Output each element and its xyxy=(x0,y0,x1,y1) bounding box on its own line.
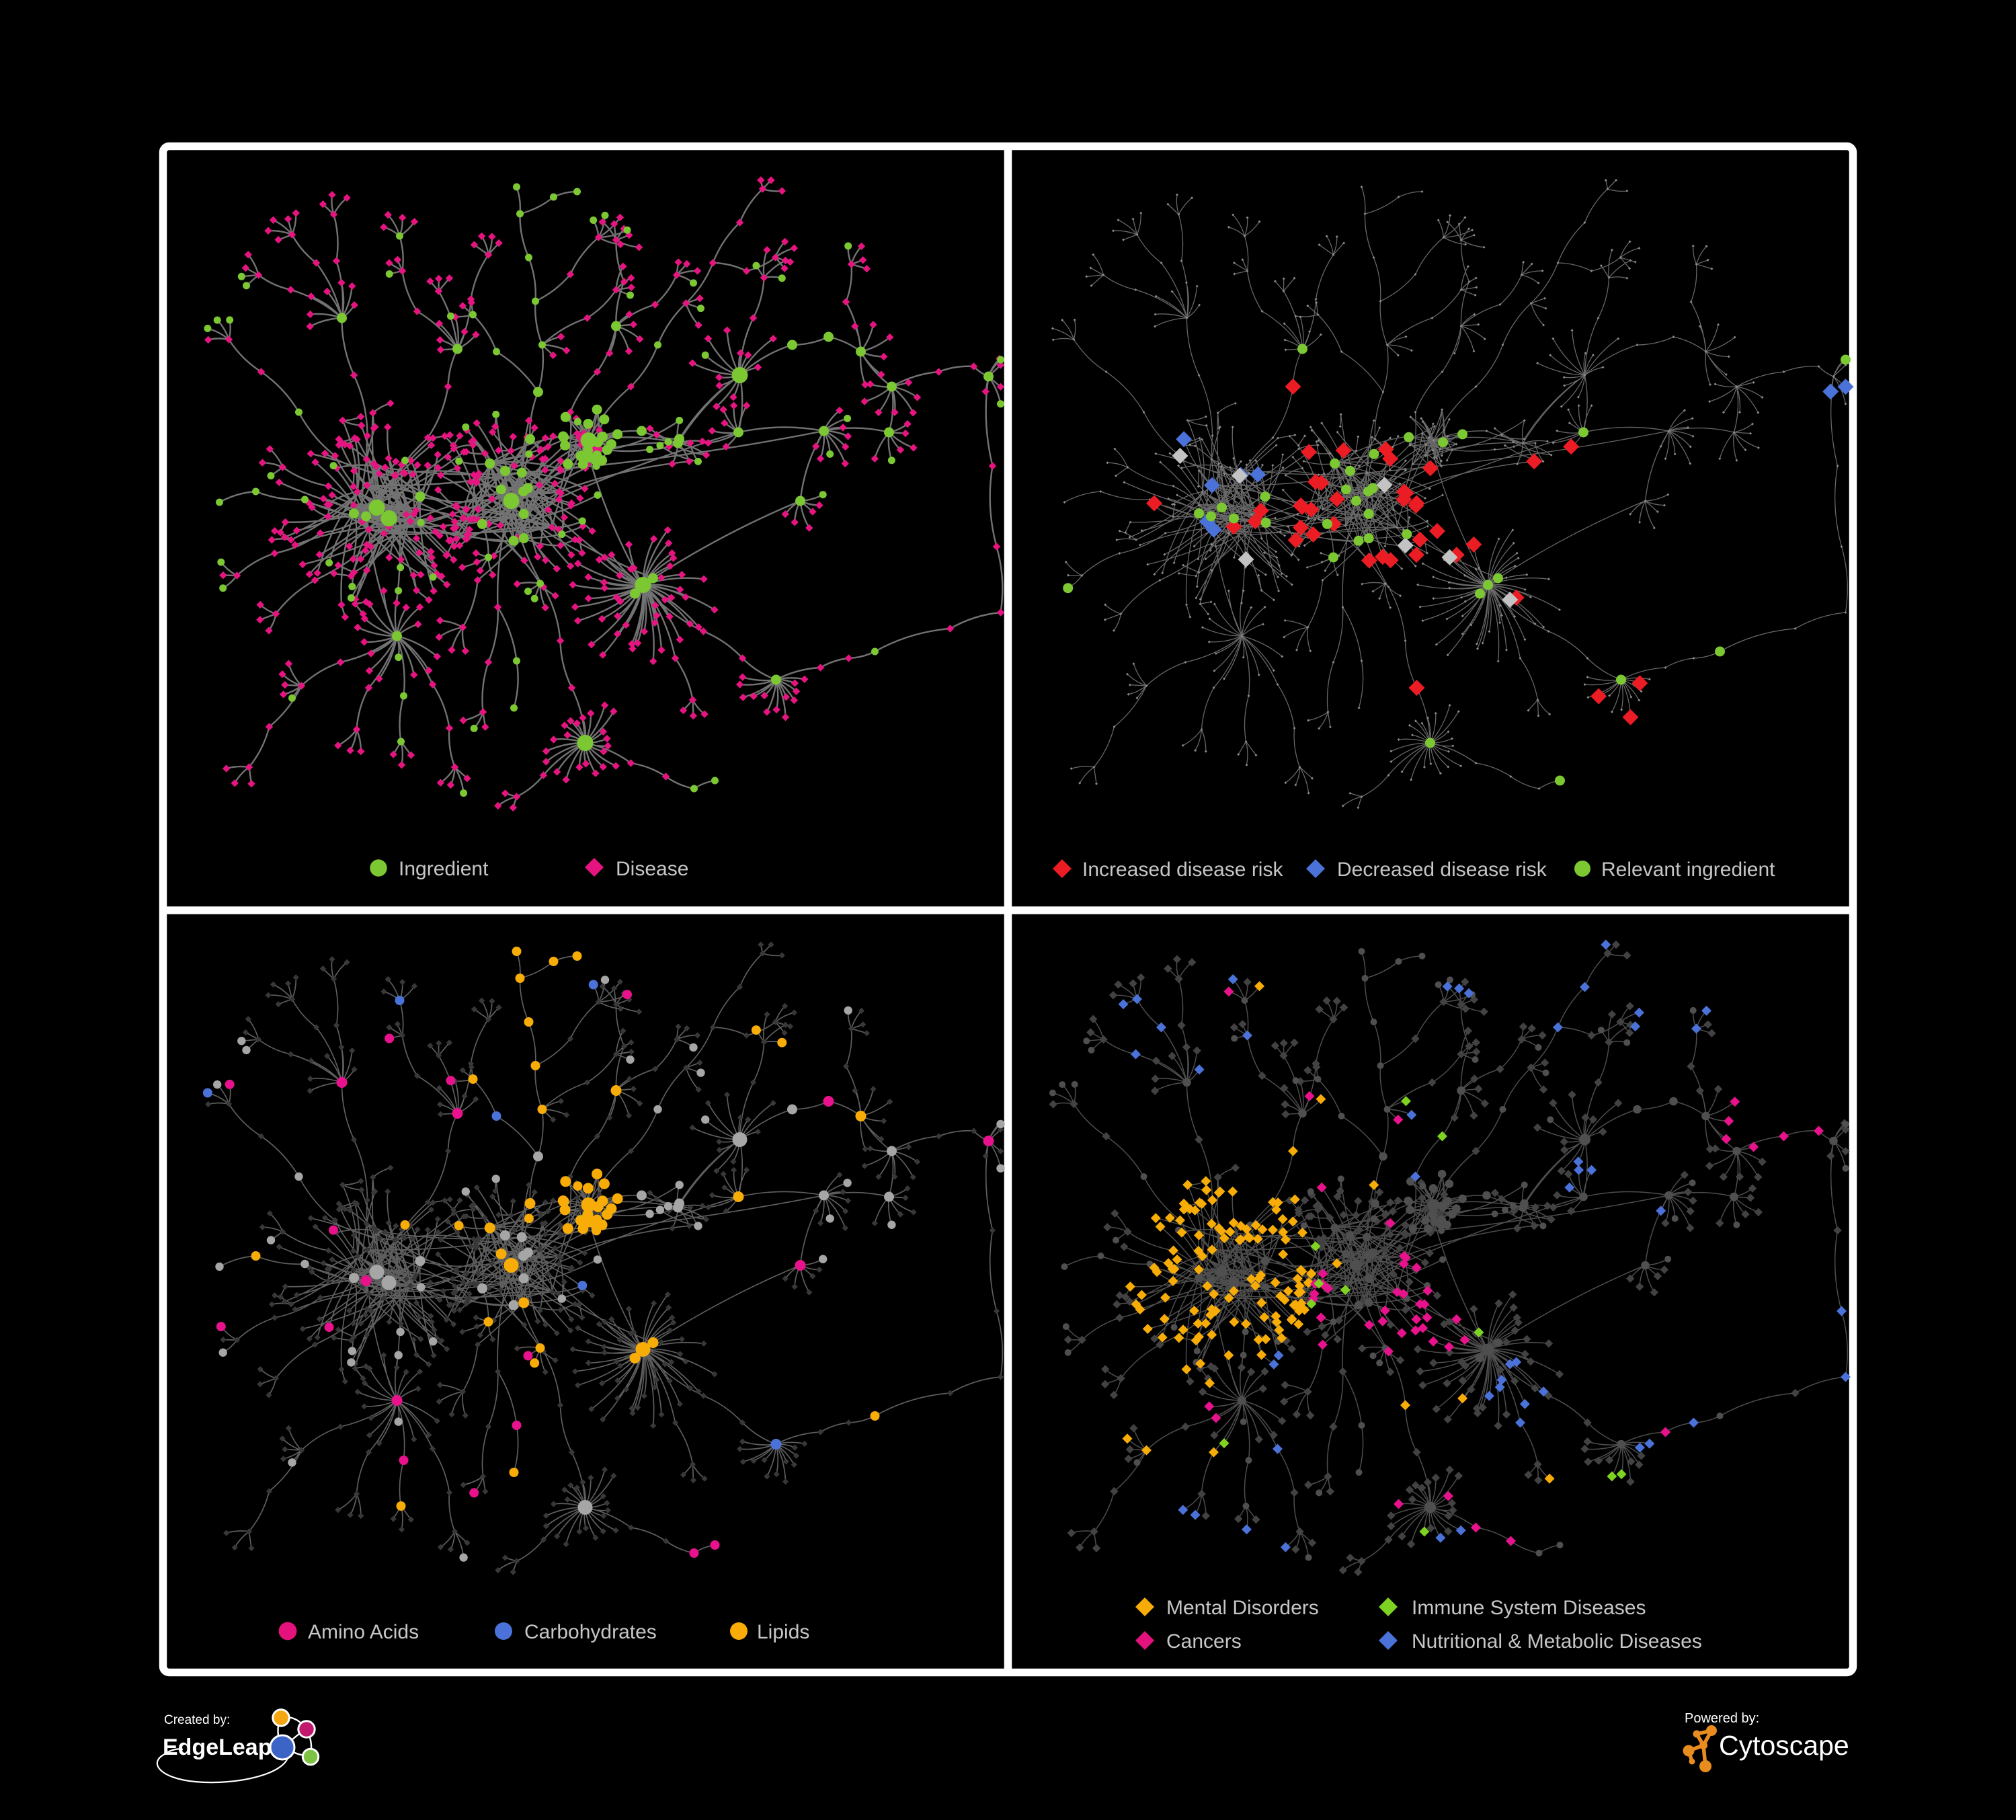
svg-text:Lipids: Lipids xyxy=(757,1621,809,1643)
svg-text:Ingredient: Ingredient xyxy=(399,858,489,880)
svg-text:Created by:: Created by: xyxy=(164,1713,230,1727)
svg-text:Disease: Disease xyxy=(616,858,688,880)
svg-text:Relevant ingredient: Relevant ingredient xyxy=(1601,859,1775,881)
svg-text:Increased disease risk: Increased disease risk xyxy=(1082,859,1283,881)
svg-text:EdgeLeap: EdgeLeap xyxy=(163,1735,272,1760)
svg-text:Carbohydrates: Carbohydrates xyxy=(524,1621,657,1643)
svg-text:Decreased disease risk: Decreased disease risk xyxy=(1337,859,1547,881)
svg-text:Cancers: Cancers xyxy=(1166,1630,1242,1653)
svg-text:Nutritional & Metabolic Diseas: Nutritional & Metabolic Diseases xyxy=(1412,1630,1702,1653)
svg-text:Cytoscape: Cytoscape xyxy=(1719,1730,1849,1761)
svg-text:Immune System Diseases: Immune System Diseases xyxy=(1412,1597,1646,1619)
svg-text:Amino Acids: Amino Acids xyxy=(308,1621,419,1643)
svg-text:Powered by:: Powered by: xyxy=(1685,1711,1759,1726)
svg-text:Mental Disorders: Mental Disorders xyxy=(1166,1597,1319,1619)
